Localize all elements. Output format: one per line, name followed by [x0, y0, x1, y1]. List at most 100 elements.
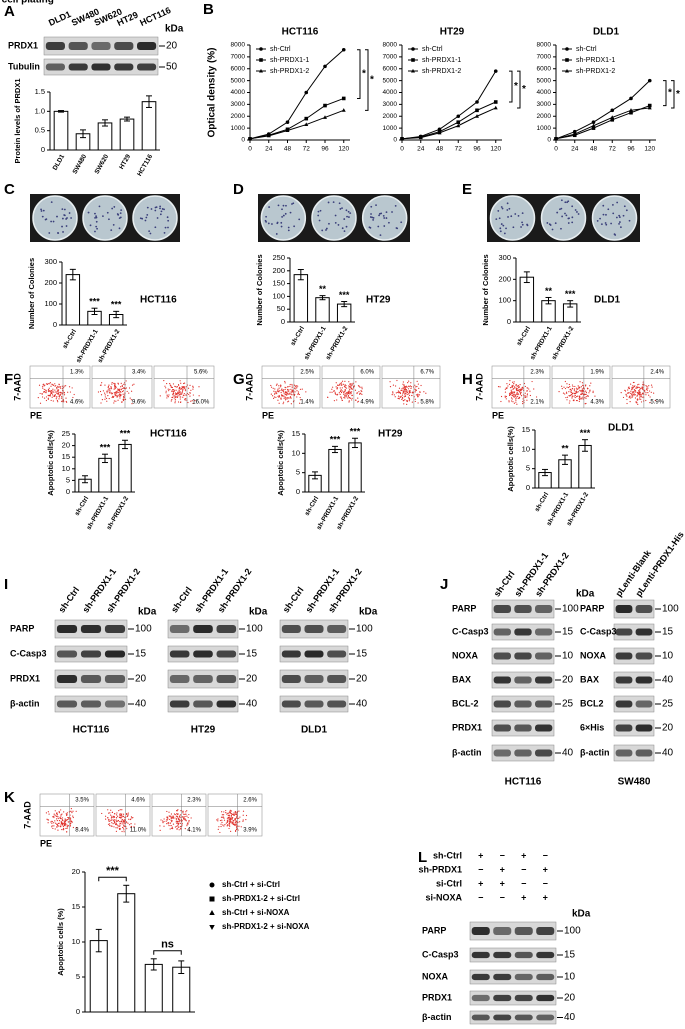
- event: [106, 400, 108, 402]
- event: [571, 397, 573, 399]
- event: [634, 390, 636, 392]
- event: [176, 396, 179, 398]
- panel-label: C: [4, 181, 15, 198]
- event: [410, 382, 412, 384]
- event: [558, 390, 560, 393]
- event: [512, 393, 514, 395]
- band: [635, 605, 653, 613]
- panel-label: A: [4, 3, 15, 20]
- event: [402, 381, 404, 383]
- event: [634, 394, 636, 396]
- event: [571, 395, 573, 397]
- event: [631, 394, 633, 396]
- event: [497, 386, 500, 388]
- event: [67, 391, 69, 393]
- colony: [571, 205, 574, 208]
- point: [418, 135, 423, 140]
- kda-label: 20: [356, 674, 368, 685]
- event: [160, 819, 162, 821]
- colony: [618, 216, 621, 219]
- colony: [334, 214, 337, 217]
- bar: [348, 442, 362, 493]
- event: [289, 391, 291, 393]
- event: [225, 812, 227, 814]
- event: [109, 824, 111, 827]
- colony: [154, 226, 157, 229]
- x-tick-label: 0: [248, 146, 252, 153]
- kda-label: 10: [662, 651, 674, 662]
- event: [348, 400, 350, 402]
- event: [97, 391, 100, 393]
- event: [286, 392, 288, 394]
- row-label: PRDX1: [452, 722, 482, 732]
- colony: [95, 225, 98, 228]
- event: [219, 819, 222, 822]
- x-tick-label: sh-PRDX1-2: [551, 325, 576, 361]
- event: [633, 381, 635, 384]
- chart-title: DLD1: [593, 27, 620, 38]
- event: [283, 389, 285, 391]
- event: [580, 390, 582, 392]
- y-tick-label: 7000: [537, 54, 552, 61]
- event: [190, 400, 192, 402]
- legend-marker: [411, 58, 415, 62]
- flow-x-label: PE: [40, 838, 52, 848]
- condition-mark: +: [543, 864, 548, 874]
- band: [615, 628, 633, 636]
- event: [41, 386, 44, 388]
- band: [56, 650, 78, 658]
- event: [526, 396, 528, 398]
- event: [513, 387, 515, 390]
- sig-bracket: [517, 70, 521, 109]
- event: [648, 385, 650, 387]
- event: [631, 389, 633, 391]
- sig-label: *: [362, 69, 366, 80]
- event: [409, 386, 411, 388]
- event: [350, 382, 352, 385]
- event: [56, 819, 58, 822]
- event: [52, 388, 54, 390]
- event: [104, 384, 106, 386]
- event: [179, 819, 181, 821]
- event: [504, 388, 506, 390]
- band: [615, 749, 633, 757]
- event: [171, 821, 173, 823]
- event: [219, 831, 221, 834]
- event: [526, 399, 528, 401]
- event: [114, 383, 116, 385]
- panel-label: D: [233, 181, 244, 198]
- event: [286, 397, 288, 399]
- colony: [94, 230, 96, 233]
- event: [298, 393, 300, 396]
- colony: [281, 216, 283, 218]
- event: [646, 385, 648, 388]
- event: [116, 390, 118, 392]
- band: [534, 652, 553, 660]
- event: [407, 385, 410, 387]
- bar: [97, 122, 113, 151]
- y-tick-label: 4000: [537, 89, 552, 96]
- event: [182, 811, 184, 813]
- colony: [625, 209, 628, 212]
- event: [58, 812, 60, 814]
- event: [398, 387, 401, 389]
- event: [47, 383, 49, 385]
- event: [56, 813, 58, 815]
- colony: [602, 204, 605, 207]
- event: [172, 383, 175, 385]
- event: [401, 396, 404, 399]
- event: [521, 386, 524, 388]
- kda-label: 100: [135, 624, 152, 635]
- y-tick-label: 5: [66, 475, 70, 484]
- band: [327, 700, 347, 708]
- event: [177, 401, 180, 403]
- band: [536, 1014, 555, 1021]
- event: [181, 392, 183, 394]
- event: [236, 828, 238, 830]
- event: [567, 386, 570, 389]
- point: [304, 90, 309, 95]
- band: [169, 675, 190, 683]
- event: [106, 390, 108, 392]
- condition-mark: −: [521, 864, 526, 874]
- row-label: BCL-2: [452, 698, 479, 708]
